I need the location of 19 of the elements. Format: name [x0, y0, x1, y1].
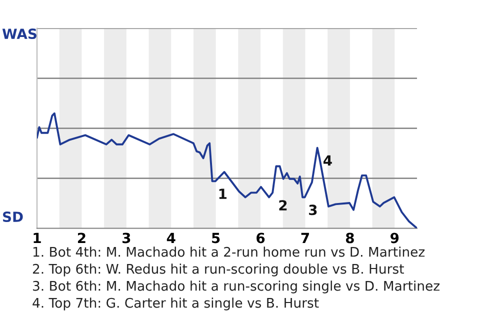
x-tick-label: 6 [256, 232, 265, 244]
annotation: 4 [323, 155, 332, 166]
x-tick-label: 5 [212, 232, 220, 244]
x-tick-label: 1 [34, 232, 41, 244]
text: 4. Top 7th: G. Carter hit a single vs B. Hurst [32, 298, 319, 310]
text: 2. Top 6th: W. Redus hit a run-scoring double vs B. Hurst [32, 264, 404, 276]
x-tick-label: 9 [390, 232, 399, 244]
x-tick-label: 7 [301, 232, 309, 244]
annotation: 2 [279, 200, 287, 210]
x-tick-label: 4 [166, 232, 176, 244]
text: 3. Bot 6th: M. Machado hit a run-scoring single vs D. Martinez [33, 280, 440, 294]
x-tick-label: 2 [78, 232, 86, 244]
annotation: 1 [219, 188, 227, 199]
text: SD [2, 212, 23, 222]
annotation: 3 [309, 204, 317, 216]
x-tick-label: 8 [346, 232, 354, 244]
text: WAS [2, 28, 36, 40]
text: 1. Bot 4th: M. Machado hit a 2-run home run vs D. Martinez [33, 246, 425, 257]
x-tick-label: 3 [122, 232, 130, 244]
